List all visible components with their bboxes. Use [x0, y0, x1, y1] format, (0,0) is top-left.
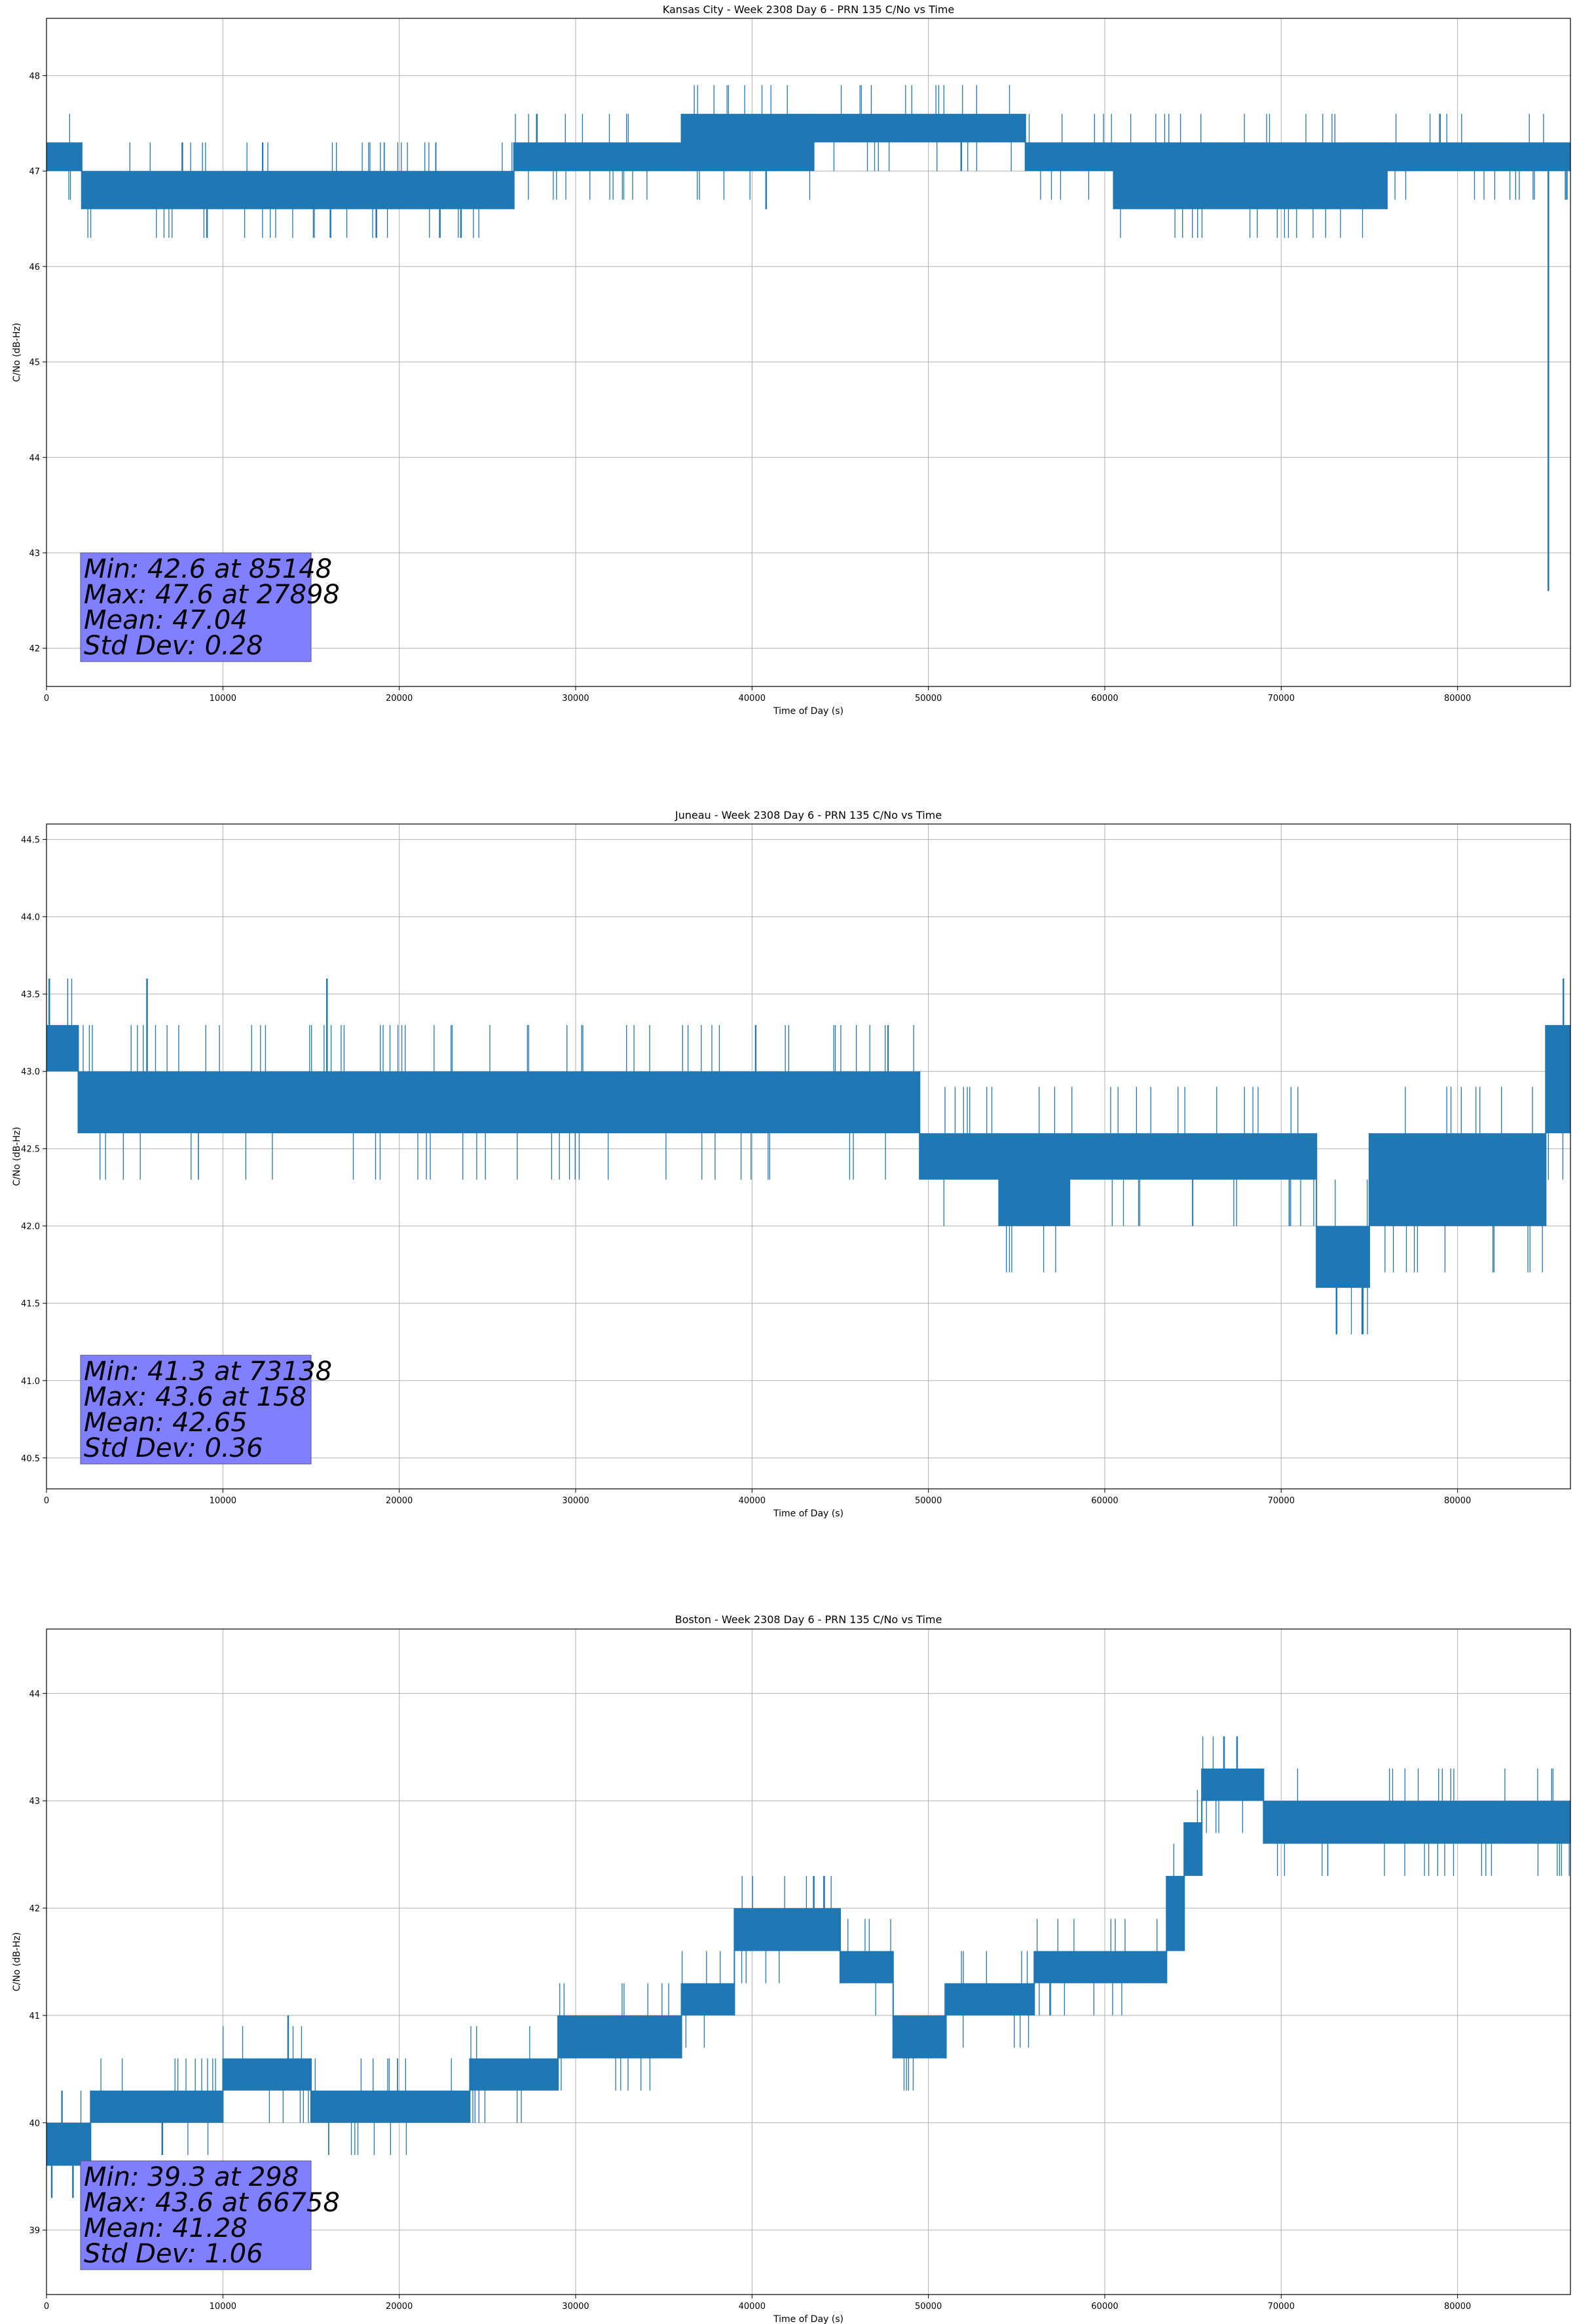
x-tick-label: 30000 — [562, 694, 589, 703]
x-tick-label: 80000 — [1444, 1496, 1471, 1506]
y-tick-label: 43.0 — [21, 1068, 40, 1078]
x-tick-label: 20000 — [386, 694, 413, 703]
y-axis-label: C/No (dB-Hz) — [12, 1932, 22, 1991]
x-tick-label: 10000 — [210, 2302, 236, 2312]
x-tick-label: 30000 — [562, 1496, 589, 1506]
y-tick-label: 45 — [29, 358, 40, 368]
x-tick-label: 50000 — [915, 694, 942, 703]
y-tick-label: 42.0 — [21, 1222, 40, 1232]
data-series — [46, 979, 1570, 1334]
series-line — [46, 979, 1570, 1334]
y-tick-label: 44 — [29, 1689, 40, 1699]
x-tick-label: 40000 — [739, 694, 766, 703]
y-tick-label: 48 — [29, 71, 40, 81]
y-tick-label: 40 — [29, 2119, 40, 2129]
stats-line: Mean: 41.28 — [84, 2213, 248, 2243]
y-tick-label: 43 — [29, 549, 40, 559]
data-series — [46, 1736, 1570, 2198]
data-series — [46, 85, 1570, 591]
y-tick-label: 42.5 — [21, 1145, 40, 1155]
chart-title: Boston - Week 2308 Day 6 - PRN 135 C/No … — [675, 1613, 942, 1626]
x-tick-label: 70000 — [1268, 1496, 1295, 1506]
x-tick-label: 10000 — [210, 1496, 236, 1506]
stats-line: Mean: 47.04 — [84, 605, 248, 635]
y-tick-label: 44 — [29, 453, 40, 463]
stats-line: Min: 42.6 at 85148 — [84, 554, 332, 584]
y-axis-label: C/No (dB-Hz) — [12, 1127, 22, 1186]
stats-line: Std Dev: 0.36 — [84, 1433, 263, 1463]
y-tick-label: 43 — [29, 1797, 40, 1807]
y-tick-label: 47 — [29, 167, 40, 177]
chart-juneau: Juneau - Week 2308 Day 6 - PRN 135 C/No … — [12, 809, 1571, 1519]
plot-frame — [46, 18, 1571, 687]
y-tick-label: 40.5 — [21, 1454, 40, 1464]
x-tick-label: 80000 — [1444, 2302, 1471, 2312]
plot-frame — [46, 823, 1571, 1490]
stats-line: Min: 39.3 at 298 — [84, 2162, 299, 2192]
x-tick-label: 50000 — [915, 2302, 942, 2312]
y-tick-label: 42 — [29, 1904, 40, 1914]
x-tick-label: 20000 — [386, 1496, 413, 1506]
y-tick-label: 39 — [29, 2226, 40, 2236]
y-tick-label: 41.5 — [21, 1300, 40, 1309]
x-tick-label: 50000 — [915, 1496, 942, 1506]
y-axis-label: C/No (dB-Hz) — [12, 323, 22, 382]
x-tick-label: 40000 — [739, 2302, 766, 2312]
y-tick-label: 46 — [29, 263, 40, 272]
y-tick-label: 44.5 — [21, 836, 40, 846]
x-tick-label: 60000 — [1091, 694, 1118, 703]
x-tick-label: 0 — [44, 1496, 49, 1506]
stats-box — [80, 552, 312, 662]
series-line — [46, 1736, 1570, 2198]
x-axis-label: Time of Day (s) — [773, 1509, 844, 1519]
x-tick-label: 70000 — [1268, 2302, 1295, 2312]
x-tick-label: 80000 — [1444, 694, 1471, 703]
y-tick-label: 44.0 — [21, 913, 40, 923]
chart-title: Juneau - Week 2308 Day 6 - PRN 135 C/No … — [675, 809, 942, 821]
x-axis-label: Time of Day (s) — [773, 706, 844, 717]
x-axis-label: Time of Day (s) — [773, 2314, 844, 2324]
x-tick-label: 70000 — [1268, 694, 1295, 703]
x-tick-label: 30000 — [562, 2302, 589, 2312]
stats-line: Max: 47.6 at 27898 — [84, 580, 340, 610]
x-tick-label: 60000 — [1091, 2302, 1118, 2312]
stats-line: Std Dev: 1.06 — [84, 2239, 263, 2269]
plot-frame — [46, 1628, 1571, 2295]
y-tick-label: 41 — [29, 2012, 40, 2021]
stats-line: Min: 41.3 at 73138 — [84, 1357, 332, 1387]
y-tick-label: 42 — [29, 645, 40, 654]
stats-box — [80, 1355, 312, 1465]
x-tick-label: 60000 — [1091, 1496, 1118, 1506]
y-tick-label: 43.5 — [21, 990, 40, 1000]
x-tick-label: 0 — [44, 2302, 49, 2312]
stats-box — [80, 2160, 312, 2270]
chart-kansas-city: Kansas City - Week 2308 Day 6 - PRN 135 … — [12, 3, 1571, 717]
stats-line: Max: 43.6 at 66758 — [84, 2188, 340, 2218]
x-tick-label: 0 — [44, 694, 49, 703]
y-tick-label: 41.0 — [21, 1377, 40, 1387]
stats-line: Std Dev: 0.28 — [84, 631, 263, 661]
stats-line: Mean: 42.65 — [84, 1408, 248, 1438]
x-tick-label: 10000 — [210, 694, 236, 703]
chart-boston: Boston - Week 2308 Day 6 - PRN 135 C/No … — [12, 1613, 1571, 2324]
x-tick-label: 40000 — [739, 1496, 766, 1506]
x-tick-label: 20000 — [386, 2302, 413, 2312]
stats-line: Max: 43.6 at 158 — [84, 1382, 306, 1412]
chart-title: Kansas City - Week 2308 Day 6 - PRN 135 … — [663, 3, 954, 16]
series-line — [46, 85, 1570, 238]
